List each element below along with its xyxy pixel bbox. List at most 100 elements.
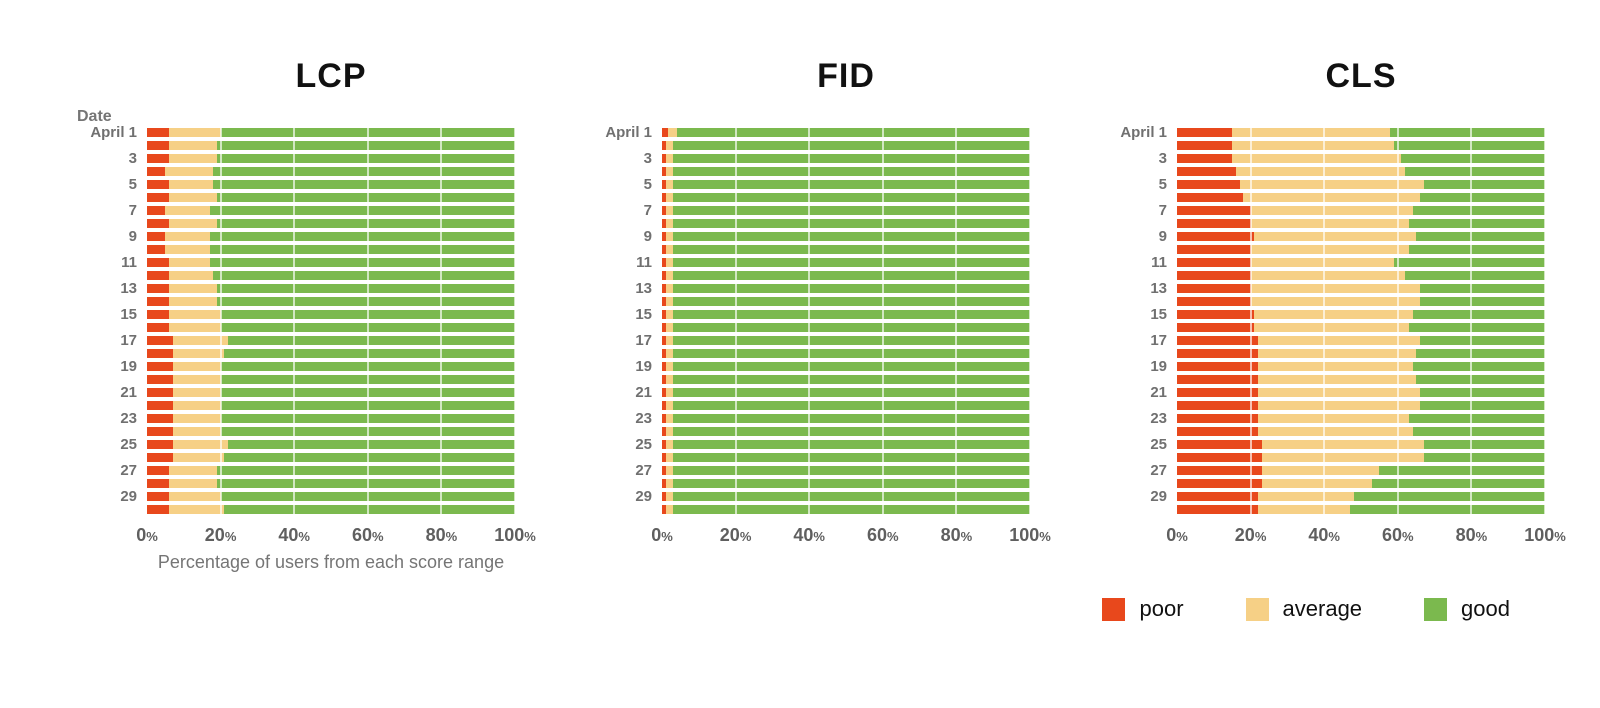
fid-bar-april-8[interactable] <box>662 217 1030 230</box>
cls-bar-april-6[interactable] <box>1177 191 1545 204</box>
fid-bar-april-9[interactable] <box>662 230 1030 243</box>
cls-bar-april-29[interactable] <box>1177 490 1545 503</box>
fid-bar-april-1[interactable] <box>662 126 1030 139</box>
lcp-bar-april-2[interactable] <box>147 139 515 152</box>
lcp-bar-april-30[interactable] <box>147 503 515 516</box>
segment-poor <box>1177 388 1258 397</box>
lcp-bar-april-26[interactable] <box>147 451 515 464</box>
cls-bar-april-3[interactable] <box>1177 152 1545 165</box>
cls-bar-april-19[interactable] <box>1177 360 1545 373</box>
cls-bar-april-7[interactable] <box>1177 204 1545 217</box>
cls-bar-april-10[interactable] <box>1177 243 1545 256</box>
cls-bar-april-26[interactable] <box>1177 451 1545 464</box>
fid-bar-april-22[interactable] <box>662 399 1030 412</box>
fid-bar-april-12[interactable] <box>662 269 1030 282</box>
fid-bar-april-6[interactable] <box>662 191 1030 204</box>
lcp-bar-april-5[interactable] <box>147 178 515 191</box>
lcp-bar-april-12[interactable] <box>147 269 515 282</box>
cls-bar-april-9[interactable] <box>1177 230 1545 243</box>
fid-bar-april-28[interactable] <box>662 477 1030 490</box>
segment-average <box>169 284 217 293</box>
cls-bar-april-22[interactable] <box>1177 399 1545 412</box>
lcp-bar-april-9[interactable] <box>147 230 515 243</box>
fid-bar-april-20[interactable] <box>662 373 1030 386</box>
cls-bar-april-21[interactable] <box>1177 386 1545 399</box>
cls-bar-april-17[interactable] <box>1177 334 1545 347</box>
fid-bar-april-14[interactable] <box>662 295 1030 308</box>
lcp-bar-april-21[interactable] <box>147 386 515 399</box>
lcp-bar-april-25[interactable] <box>147 438 515 451</box>
lcp-bar-april-8[interactable] <box>147 217 515 230</box>
cls-bar-april-2[interactable] <box>1177 139 1545 152</box>
cls-bar-april-18[interactable] <box>1177 347 1545 360</box>
fid-bar-april-26[interactable] <box>662 451 1030 464</box>
lcp-bar-april-17[interactable] <box>147 334 515 347</box>
cls-bar-april-4[interactable] <box>1177 165 1545 178</box>
fid-bar-april-15[interactable] <box>662 308 1030 321</box>
cls-bar-april-12[interactable] <box>1177 269 1545 282</box>
lcp-bar-april-27[interactable] <box>147 464 515 477</box>
lcp-bar-april-10[interactable] <box>147 243 515 256</box>
date-label: 29 <box>120 488 137 505</box>
fid-bar-april-29[interactable] <box>662 490 1030 503</box>
lcp-bar-april-4[interactable] <box>147 165 515 178</box>
fid-bar-april-25[interactable] <box>662 438 1030 451</box>
fid-bar-april-18[interactable] <box>662 347 1030 360</box>
cls-bar-april-8[interactable] <box>1177 217 1545 230</box>
cls-bar-april-14[interactable] <box>1177 295 1545 308</box>
lcp-bar-april-19[interactable] <box>147 360 515 373</box>
cls-bar-april-13[interactable] <box>1177 282 1545 295</box>
cls-bar-april-15[interactable] <box>1177 308 1545 321</box>
fid-bar-april-5[interactable] <box>662 178 1030 191</box>
fid-bar-april-10[interactable] <box>662 243 1030 256</box>
lcp-bar-april-7[interactable] <box>147 204 515 217</box>
lcp-bar-april-24[interactable] <box>147 425 515 438</box>
fid-bar-april-16[interactable] <box>662 321 1030 334</box>
lcp-bar-april-18[interactable] <box>147 347 515 360</box>
cls-bar-april-28[interactable] <box>1177 477 1545 490</box>
segment-good <box>673 440 1030 449</box>
segment-poor <box>1177 323 1255 332</box>
lcp-bar-april-11[interactable] <box>147 256 515 269</box>
lcp-bar-april-15[interactable] <box>147 308 515 321</box>
cls-bar-april-20[interactable] <box>1177 373 1545 386</box>
fid-bar-april-2[interactable] <box>662 139 1030 152</box>
lcp-bar-april-3[interactable] <box>147 152 515 165</box>
lcp-bar-april-14[interactable] <box>147 295 515 308</box>
lcp-bar-april-23[interactable] <box>147 412 515 425</box>
lcp-bar-april-1[interactable] <box>147 126 515 139</box>
cls-bar-april-11[interactable] <box>1177 256 1545 269</box>
fid-bar-april-3[interactable] <box>662 152 1030 165</box>
segment-poor <box>147 505 170 514</box>
cls-bar-april-27[interactable] <box>1177 464 1545 477</box>
cls-bar-april-23[interactable] <box>1177 412 1545 425</box>
lcp-bar-april-22[interactable] <box>147 399 515 412</box>
segment-poor <box>1177 310 1255 319</box>
cls-bar-april-24[interactable] <box>1177 425 1545 438</box>
segment-average <box>169 505 225 514</box>
date-label: 19 <box>635 358 652 375</box>
fid-bar-april-24[interactable] <box>662 425 1030 438</box>
lcp-bar-april-28[interactable] <box>147 477 515 490</box>
fid-bar-april-11[interactable] <box>662 256 1030 269</box>
fid-bar-april-13[interactable] <box>662 282 1030 295</box>
fid-bar-april-17[interactable] <box>662 334 1030 347</box>
lcp-bar-april-20[interactable] <box>147 373 515 386</box>
fid-bar-april-30[interactable] <box>662 503 1030 516</box>
fid-bar-april-19[interactable] <box>662 360 1030 373</box>
cls-bar-april-30[interactable] <box>1177 503 1545 516</box>
lcp-bar-april-29[interactable] <box>147 490 515 503</box>
fid-bar-april-7[interactable] <box>662 204 1030 217</box>
cls-bar-april-5[interactable] <box>1177 178 1545 191</box>
lcp-bar-april-16[interactable] <box>147 321 515 334</box>
fid-bar-april-27[interactable] <box>662 464 1030 477</box>
cls-bar-april-25[interactable] <box>1177 438 1545 451</box>
lcp-bar-april-13[interactable] <box>147 282 515 295</box>
fid-bar-april-4[interactable] <box>662 165 1030 178</box>
lcp-bar-april-6[interactable] <box>147 191 515 204</box>
cls-bar-april-16[interactable] <box>1177 321 1545 334</box>
segment-good <box>1349 505 1545 514</box>
fid-bar-april-23[interactable] <box>662 412 1030 425</box>
fid-bar-april-21[interactable] <box>662 386 1030 399</box>
cls-bar-april-1[interactable] <box>1177 126 1545 139</box>
